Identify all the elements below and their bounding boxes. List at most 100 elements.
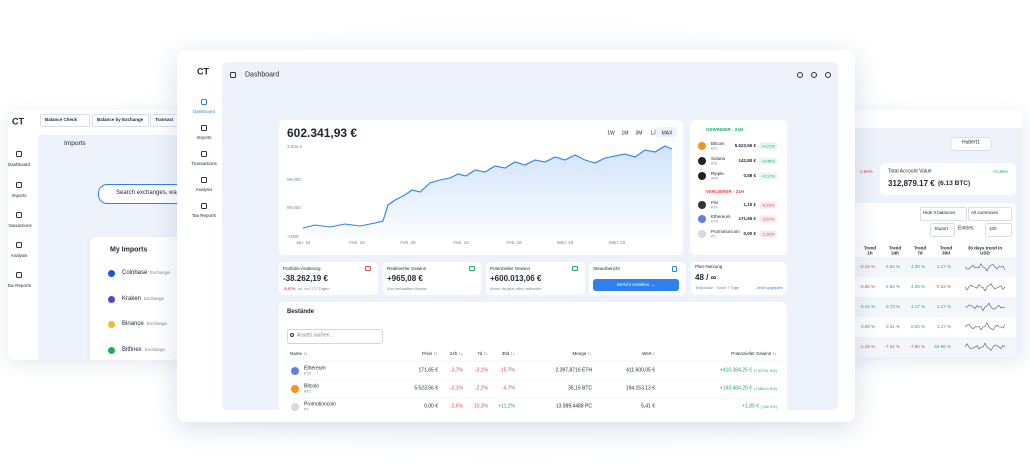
gain-percent: (+28914.8%) xyxy=(753,386,777,391)
sparkline xyxy=(965,302,1005,312)
stat-value: +600.013,06 € xyxy=(490,274,542,283)
change: +11,2% xyxy=(498,403,515,410)
tab-label: Balance by Exchange xyxy=(97,116,144,122)
nav-icon xyxy=(16,272,22,278)
stat-icon xyxy=(572,266,578,271)
coin-ticker: BTC xyxy=(304,389,311,394)
nav-label: Dashboard xyxy=(8,161,31,167)
exchange-icon xyxy=(108,320,115,328)
nav-label: Transactions xyxy=(8,222,32,228)
user-name: Hubert1 xyxy=(962,139,980,146)
exchange-name: Kraken xyxy=(122,296,142,302)
trend-value: 0.00 % xyxy=(860,323,875,329)
coin-name: Solana xyxy=(711,155,726,161)
tab xyxy=(150,114,180,127)
nav-icon xyxy=(201,151,207,157)
trend-value: 1.17 % xyxy=(936,323,951,329)
change: -15,7% xyxy=(499,367,515,374)
balances-window: Hubert1 0.66% Total Account Value +0.36% 312… xyxy=(850,110,1022,358)
value: 194.153,13 € xyxy=(625,385,655,392)
price: 0,00 € xyxy=(424,403,438,410)
nav-link: Imports xyxy=(196,134,212,140)
stat-label: Realisierter Gewinn xyxy=(387,265,427,271)
exchange-name: Bitfinex xyxy=(122,347,142,353)
exchange-name: Binance xyxy=(122,321,144,327)
stat-icon xyxy=(672,266,677,272)
nav-icon xyxy=(16,182,22,188)
trend-value: 2.58 % xyxy=(885,283,900,289)
filter xyxy=(968,207,1012,221)
search-icon xyxy=(290,333,294,337)
tab-label: Transact xyxy=(155,116,174,122)
toolbar-icon xyxy=(811,72,817,78)
movers-title: GEWINNER · 24H xyxy=(706,126,744,132)
coin-name: Ethereum xyxy=(711,213,731,219)
coin-price: 142,80 € xyxy=(738,157,756,163)
trend-value: 64.86 % xyxy=(934,343,951,349)
nav-link: Dashboard xyxy=(192,108,216,114)
change: -4,7% xyxy=(501,385,515,392)
nav-link: Tax Reports xyxy=(191,212,217,218)
trend-value: 0.73 % xyxy=(885,303,900,309)
dashboard-window: CT Dashboard Imports Transactions Analysis Ta… xyxy=(177,50,855,422)
total-card xyxy=(880,163,1016,195)
coin-ticker: PC xyxy=(711,234,716,239)
coin-price: 171,65 € xyxy=(738,215,756,221)
stat-card xyxy=(691,262,787,295)
change-pill: +3,46% xyxy=(759,157,777,165)
coin-name: Promotioncoin xyxy=(711,228,740,234)
search-box[interactable] xyxy=(98,184,180,204)
gain-percent: (+33751.5%) xyxy=(753,368,777,373)
report-button[interactable] xyxy=(593,279,679,291)
coin-price: 1,15 € xyxy=(743,201,756,207)
coin-name: Ripple xyxy=(711,170,724,176)
assets-search[interactable] xyxy=(287,329,383,344)
exchange-icon xyxy=(108,295,115,303)
x-axis-label: März 18 xyxy=(556,239,574,245)
change-pill: -2,62% xyxy=(759,230,777,238)
stat-label: Plan-Nutzung xyxy=(695,263,723,269)
value: 411.600,05 € xyxy=(626,367,655,374)
exchange-tag: Exchange xyxy=(145,346,166,352)
trend-value: 1.17 % xyxy=(936,263,951,269)
column-header: Trend 1h xyxy=(863,245,877,255)
gain: +193.484,29 € xyxy=(719,385,752,392)
gain: +410.384,25 € xyxy=(719,367,752,374)
coin-price: 5.523,56 € xyxy=(734,142,756,148)
amount: 35,15 BTC xyxy=(568,385,592,392)
user-button xyxy=(950,137,992,151)
coin-icon xyxy=(291,403,299,411)
x-axis-label: Feb. 18 xyxy=(400,239,416,245)
coin-ticker: SOL xyxy=(711,161,719,166)
amount: 2.397,8716 ETH xyxy=(555,367,592,374)
y-axis-label: 99.000 xyxy=(287,176,301,182)
total-change: +0.36% xyxy=(992,168,1008,174)
logo: CT xyxy=(197,66,209,77)
entries-value: 100 xyxy=(989,225,997,231)
row-band xyxy=(850,297,1016,317)
column-header: 24h ↑↓ xyxy=(449,350,463,356)
chart-area xyxy=(303,146,672,238)
exchange-tag: Exchange xyxy=(150,269,171,275)
change-pill: +4,21% xyxy=(759,142,777,150)
stat-sub: Wenn du jetzt alles verkaufst xyxy=(490,286,542,291)
coin-ticker: PC xyxy=(304,407,309,412)
stat-sub: Von verkauften Assets xyxy=(387,286,427,291)
trend-value: -0.52 % xyxy=(935,283,951,289)
holdings-card xyxy=(279,302,787,422)
price: 171,65 € xyxy=(418,367,438,374)
x-axis-label: Feb. 18 xyxy=(506,239,522,245)
entries-select xyxy=(985,223,1012,237)
coin-icon xyxy=(698,142,706,150)
exchange-tag: Exchange xyxy=(147,320,168,326)
column-header: 7d ↑↓ xyxy=(477,350,488,356)
nav-icon xyxy=(16,151,22,157)
total-label: Total Account Value xyxy=(888,168,932,175)
search-placeholder: Assets suchen... xyxy=(297,332,334,339)
range-button: 1M xyxy=(621,130,629,137)
upgrade-link: Jetzt upgraden xyxy=(756,285,783,290)
coin-name: Bitcoin xyxy=(304,383,320,389)
trend-value: -1.26 % xyxy=(859,343,875,349)
stat-value: +965,08 € xyxy=(387,274,423,283)
column-header: Name ↑↓ xyxy=(290,350,308,356)
